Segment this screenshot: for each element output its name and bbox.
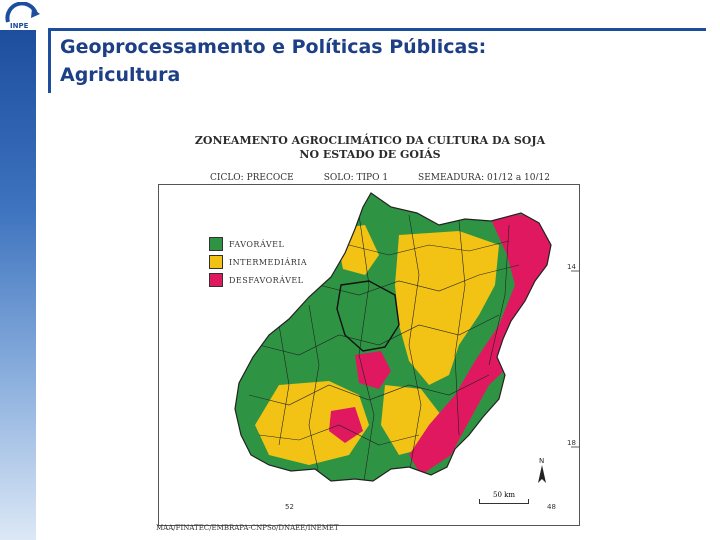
- legend-item-intermediate: INTERMEDIÁRIA: [209, 253, 307, 271]
- title-line-1: Geoprocessamento e Políticas Públicas:: [60, 36, 487, 58]
- unfavorable-zone-center: [355, 351, 391, 389]
- legend-label-unfavorable: DESFAVORÁVEL: [229, 275, 304, 285]
- scale-bar-line: [479, 499, 529, 504]
- map-heading-line-2: NO ESTADO DE GOIÁS: [299, 148, 441, 161]
- intermediate-zone-southwest: [255, 381, 369, 465]
- municipal-boundaries: [248, 214, 520, 481]
- legend-swatch-favorable: [209, 237, 223, 251]
- legend-swatch-intermediate: [209, 255, 223, 269]
- legend-item-unfavorable: DESFAVORÁVEL: [209, 271, 307, 289]
- legend-swatch-unfavorable: [209, 273, 223, 287]
- legend-item-favorable: FAVORÁVEL: [209, 235, 307, 253]
- longitude-label-52: 52: [285, 503, 294, 511]
- map-parameters: CICLO: PRECOCE SOLO: TIPO 1 SEMEADURA: 0…: [210, 168, 550, 180]
- map-heading-line-1: ZONEAMENTO AGROCLIMÁTICO DA CULTURA DA S…: [194, 134, 546, 147]
- title-bracket: [48, 28, 706, 93]
- zoning-map-figure: ZONEAMENTO AGROCLIMÁTICO DA CULTURA DA S…: [150, 128, 590, 536]
- longitude-label-48: 48: [547, 503, 556, 511]
- map-legend: FAVORÁVEL INTERMEDIÁRIA DESFAVORÁVEL: [209, 235, 307, 289]
- unfavorable-zone-east: [409, 215, 551, 475]
- goias-map: [234, 192, 579, 482]
- cycle-label: CICLO: PRECOCE: [210, 173, 294, 180]
- latitude-label-18: 18: [567, 439, 576, 447]
- sowing-label: SEMEADURA: 01/12 a 10/12: [418, 173, 550, 180]
- side-gradient-strip: [0, 30, 36, 540]
- federal-district-cluster: [336, 280, 400, 352]
- inpe-logo-icon: INPE: [5, 2, 40, 30]
- scale-label: 50 km: [492, 491, 515, 499]
- latitude-label-14: 14: [567, 263, 576, 271]
- title-line-2: Agricultura: [60, 64, 181, 86]
- soil-label: SOLO: TIPO 1: [323, 173, 389, 180]
- state-boundary: [234, 192, 552, 482]
- intermediate-zone-northeast: [395, 231, 499, 385]
- scale-bar: 50 km: [479, 491, 529, 504]
- map-frame: FAVORÁVEL INTERMEDIÁRIA DESFAVORÁVEL 14 …: [158, 184, 580, 526]
- north-arrow-icon: N: [538, 457, 546, 483]
- legend-label-favorable: FAVORÁVEL: [229, 239, 285, 249]
- page-title: Geoprocessamento e Políticas Públicas: A…: [60, 33, 486, 89]
- legend-label-intermediate: INTERMEDIÁRIA: [229, 257, 308, 267]
- map-credit: MAA/FINATEC/EMBRAPA-CNPSo/DNAEE/INEMET: [156, 524, 339, 532]
- svg-text:N: N: [539, 457, 544, 465]
- svg-text:INPE: INPE: [10, 22, 29, 30]
- unfavorable-zone-south: [329, 407, 363, 443]
